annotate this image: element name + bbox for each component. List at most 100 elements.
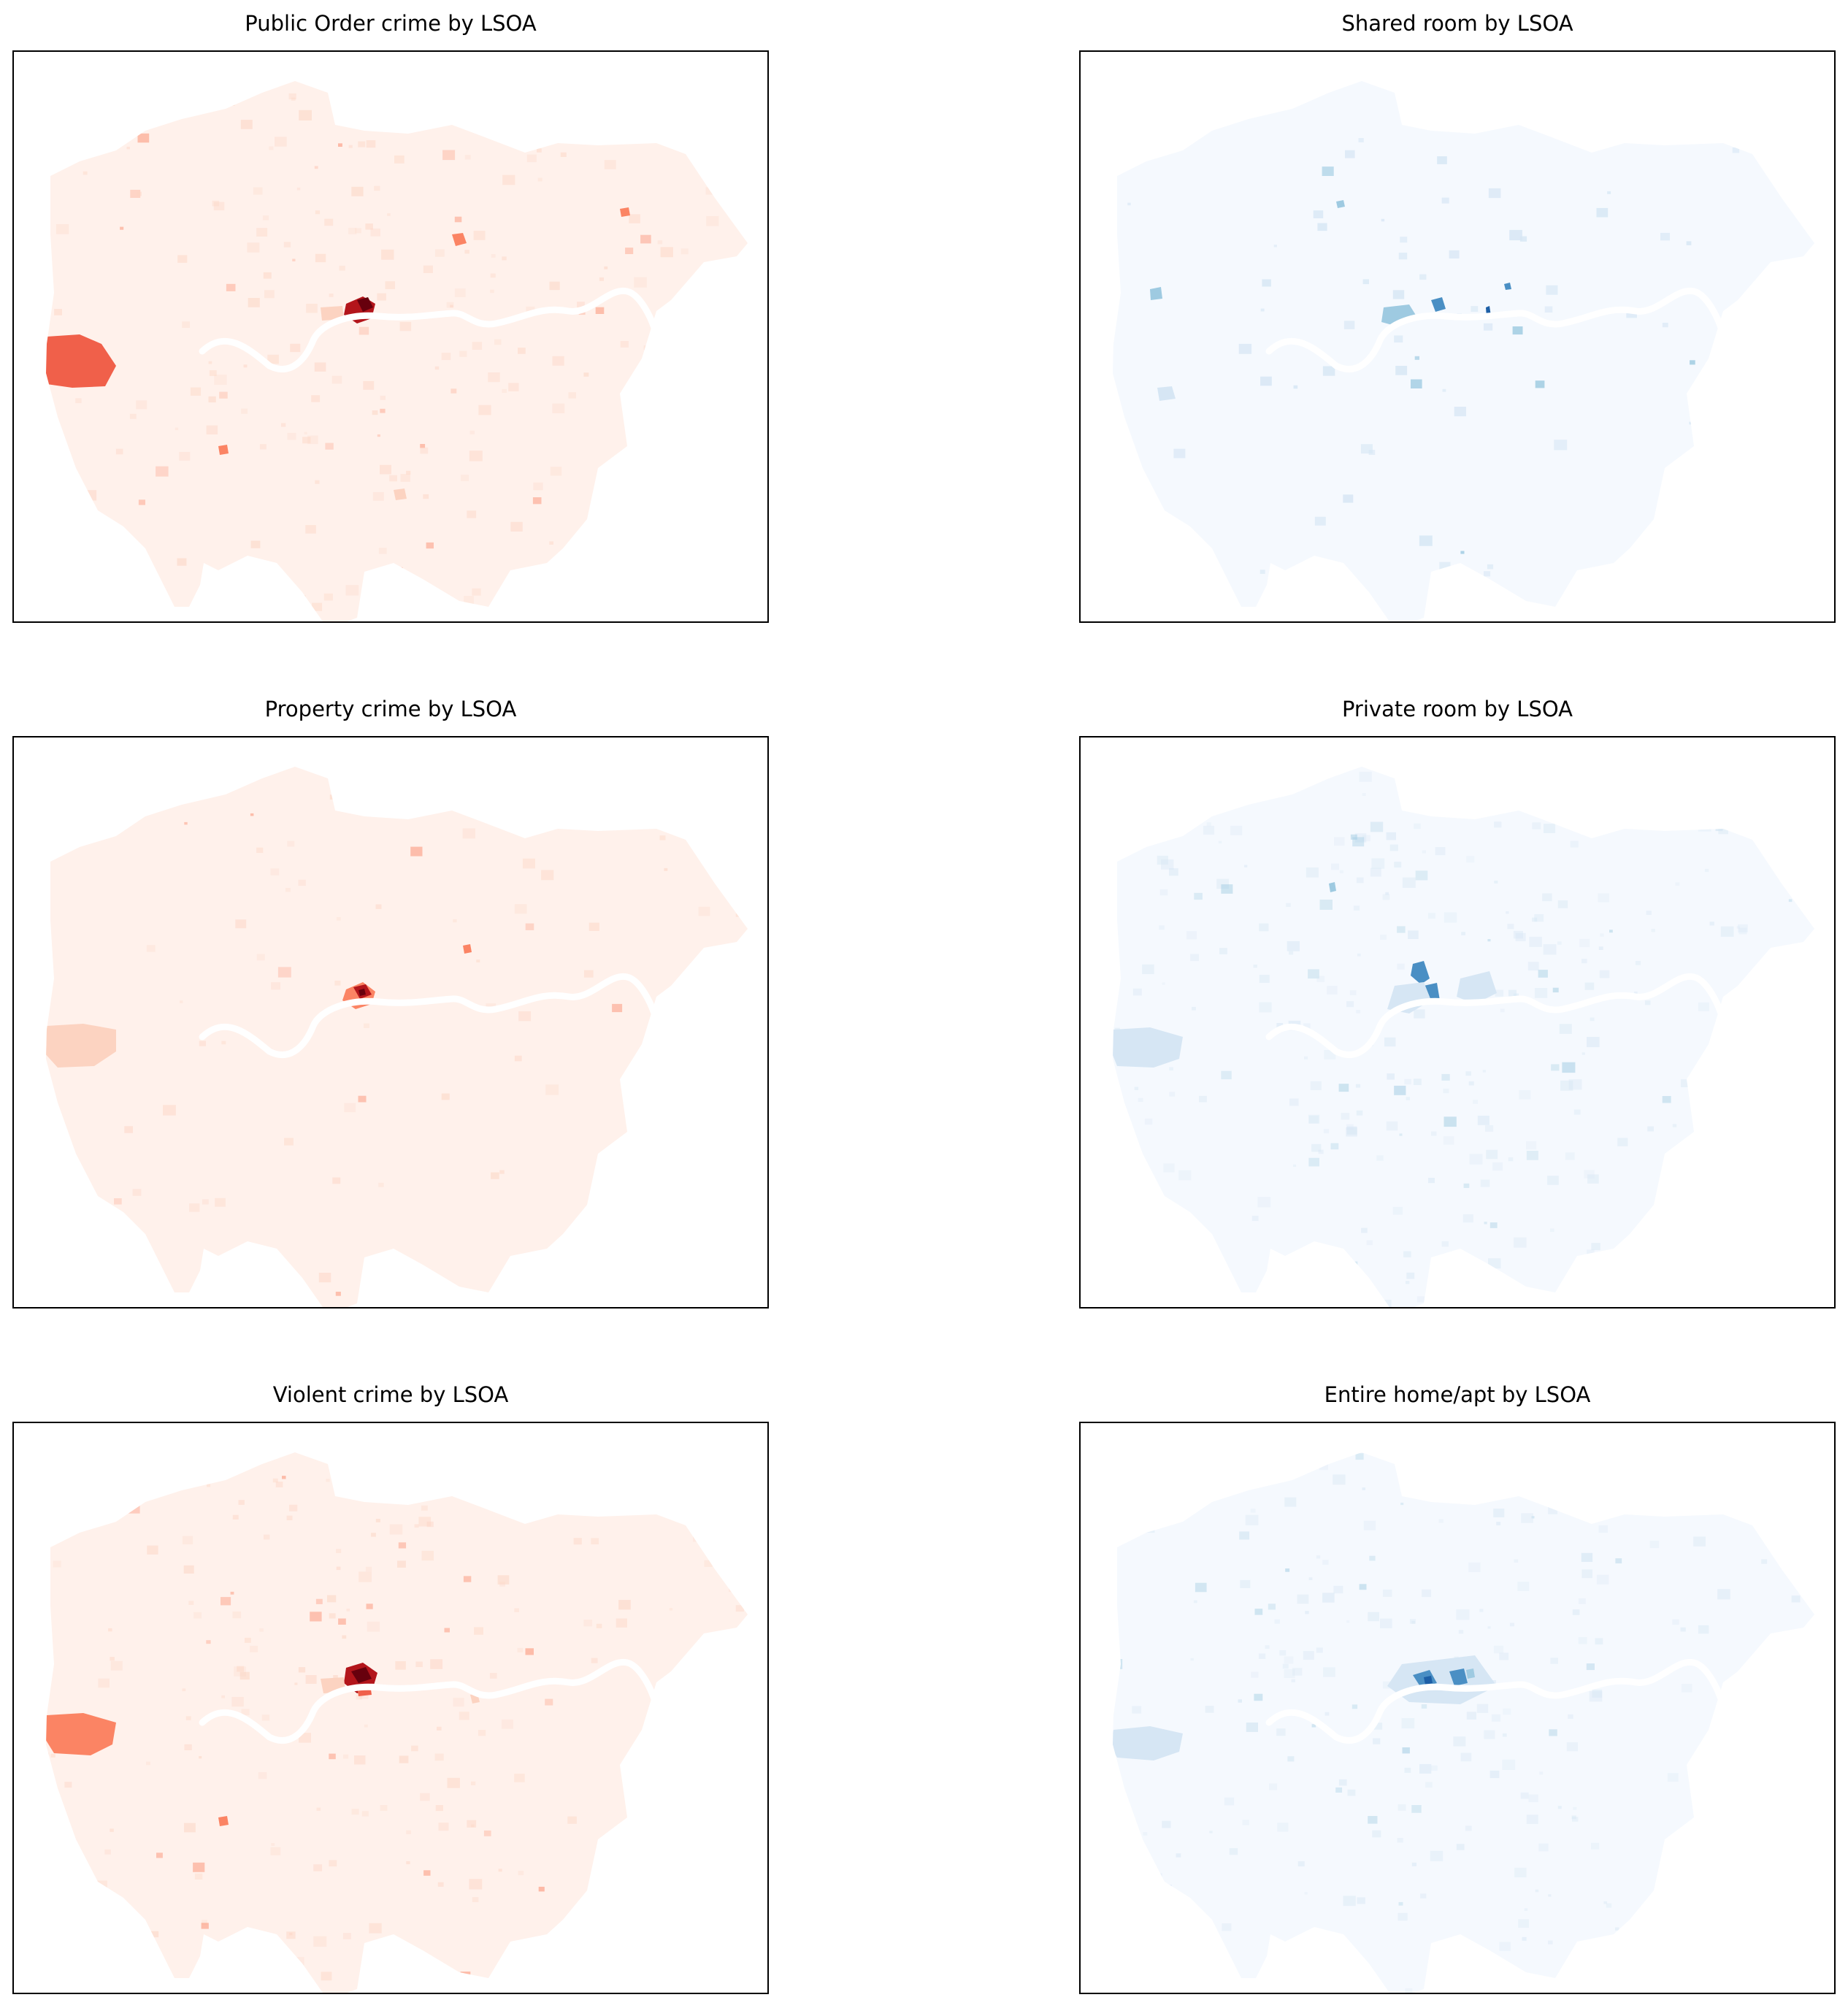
- lsoa-cell: [64, 1782, 72, 1788]
- lsoa-cell: [231, 1697, 244, 1707]
- lsoa-cell: [336, 1549, 342, 1553]
- lsoa-cell: [120, 226, 124, 230]
- lsoa-cell: [259, 444, 267, 450]
- lsoa-cell: [1566, 1742, 1579, 1752]
- lsoa-cell: [1551, 1064, 1560, 1071]
- lsoa-cell: [1224, 1797, 1235, 1806]
- lsoa-cell: [1584, 982, 1595, 990]
- lsoa-cell: [248, 298, 260, 307]
- lsoa-cell: [306, 304, 318, 313]
- lsoa-cell: [1277, 1823, 1289, 1832]
- lsoa-cell: [331, 375, 342, 384]
- lsoa-cell: [1392, 290, 1405, 299]
- lsoa-cell: [1603, 1901, 1608, 1904]
- lsoa-cell: [705, 187, 716, 195]
- lsoa-cell: [618, 1600, 631, 1610]
- lsoa-cell: [1362, 793, 1366, 796]
- lsoa-cell: [1371, 858, 1385, 869]
- lsoa-cell: [1346, 1126, 1357, 1135]
- lsoa-cell: [1483, 323, 1493, 331]
- lsoa-cell: [1595, 1638, 1603, 1645]
- london-outline: [1113, 767, 1814, 1307]
- lsoa-cell: [377, 434, 380, 437]
- lsoa-cell: [720, 366, 729, 372]
- lsoa-cell: [1317, 223, 1327, 231]
- lsoa-cell: [1318, 1149, 1324, 1154]
- lsoa-cell: [1163, 1163, 1175, 1173]
- lsoa-cell: [1169, 1067, 1173, 1070]
- lsoa-cell: [1194, 892, 1203, 900]
- lsoa-cell: [46, 1752, 50, 1757]
- lsoa-cell: [648, 355, 656, 361]
- lsoa-cell: [110, 1828, 114, 1832]
- lsoa-cell: [1686, 112, 1691, 116]
- lsoa-cell: [318, 1273, 331, 1283]
- lsoa-cell: [1760, 1663, 1770, 1671]
- lsoa-cell: [1524, 1908, 1528, 1911]
- lsoa-cell: [1460, 1752, 1472, 1762]
- lsoa-cell: [501, 1719, 513, 1729]
- lsoa-cell: [1311, 1724, 1316, 1728]
- lsoa-cell: [612, 129, 620, 135]
- london-outline: [1113, 1452, 1814, 1993]
- lsoa-cell: [1519, 1089, 1531, 1100]
- lsoa-cell: [1579, 938, 1590, 948]
- lsoa-cell: [1581, 1505, 1589, 1510]
- lsoa-cell: [1343, 494, 1354, 503]
- lsoa-cell: [1346, 1124, 1354, 1130]
- lsoa-cell: [394, 155, 405, 164]
- lsoa-cell: [1801, 1065, 1810, 1073]
- lsoa-cell: [1738, 927, 1747, 935]
- lsoa-cell: [1400, 1502, 1404, 1506]
- lsoa-cell: [336, 1566, 341, 1571]
- lsoa-cell: [1644, 1000, 1651, 1005]
- lsoa-cell: [1142, 1522, 1155, 1533]
- lsoa-cell: [378, 548, 387, 554]
- lsoa-cell: [400, 474, 410, 482]
- lsoa-cell: [591, 120, 599, 126]
- map-axes: [12, 736, 769, 1309]
- lsoa-cell: [46, 139, 56, 148]
- river-thames: [1265, 1658, 1727, 1744]
- lsoa-cell: [344, 1103, 356, 1113]
- lsoa-cell: [502, 388, 507, 394]
- lsoa-cell: [1352, 1704, 1358, 1709]
- lsoa-cell: [1319, 1463, 1328, 1471]
- lsoa-cell: [1322, 1593, 1335, 1603]
- lsoa-cell: [1356, 1110, 1363, 1116]
- lsoa-cell: [1598, 893, 1609, 903]
- lsoa-cell: [230, 1591, 234, 1595]
- lsoa-cell: [1581, 1569, 1592, 1579]
- lsoa-cell: [451, 388, 457, 394]
- lsoa-cell: [315, 210, 321, 215]
- lsoa-cell: [1547, 1176, 1559, 1185]
- lsoa-cell: [716, 472, 719, 475]
- lsoa-cell: [1346, 1001, 1354, 1008]
- lsoa-cell: [1422, 850, 1426, 854]
- lsoa-cell: [208, 396, 216, 403]
- lsoa-cell: [147, 1545, 158, 1555]
- lsoa-cell: [270, 1847, 281, 1855]
- lsoa-hotspot: [1336, 200, 1345, 208]
- lsoa-cell: [182, 321, 191, 329]
- lsoa-cell: [1414, 356, 1419, 360]
- lsoa-cell: [1584, 1968, 1590, 1972]
- lsoa-hotspot: [1457, 971, 1497, 1004]
- lsoa-cell: [583, 1620, 593, 1627]
- lsoa-cell: [364, 1724, 368, 1728]
- lsoa-cell: [1284, 1497, 1297, 1507]
- lsoa-cell: [1289, 951, 1294, 955]
- lsoa-cell: [1165, 1300, 1175, 1307]
- lsoa-cell: [1113, 1488, 1124, 1498]
- lsoa-cell: [1718, 826, 1728, 835]
- lsoa-cell: [246, 1986, 252, 1991]
- lsoa-cell: [132, 1189, 142, 1196]
- lsoa-cell: [748, 208, 759, 216]
- lsoa-cell: [703, 148, 716, 158]
- lsoa-cell: [406, 1830, 411, 1834]
- lsoa-cell: [1356, 877, 1364, 884]
- lsoa-cell: [333, 1675, 338, 1679]
- lsoa-hotspot: [357, 297, 373, 312]
- lsoa-cell: [1398, 253, 1408, 260]
